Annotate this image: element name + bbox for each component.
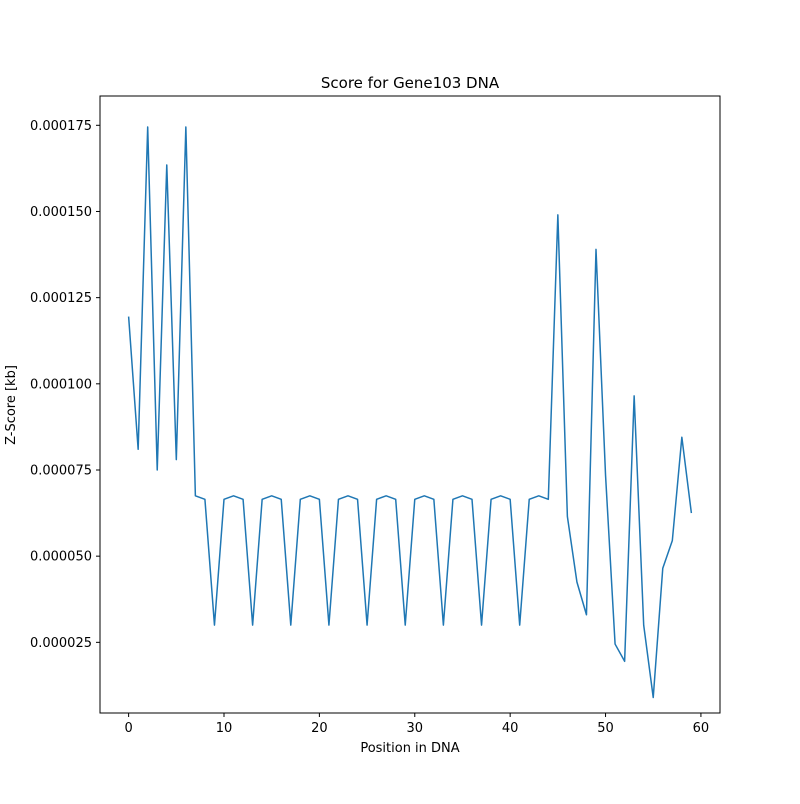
x-axis-ticks: 0 10 20 30 40 50 60	[124, 713, 709, 736]
x-tick-label: 0	[124, 721, 132, 736]
y-axis-ticks: 0.000025 0.000050 0.000075 0.000100 0.000125…	[30, 119, 100, 651]
x-tick-label: 50	[597, 721, 614, 736]
y-tick-label: 0.000125	[30, 291, 92, 306]
y-tick-label: 0.000050	[30, 550, 92, 565]
series-line-0	[127, 126, 693, 699]
x-tick-label: 60	[693, 721, 710, 736]
x-tick-label: 10	[216, 721, 233, 736]
y-axis-label: Z-Score [kb]	[4, 365, 19, 445]
y-tick-label: 0.000150	[30, 205, 92, 220]
chart-title: Score for Gene103 DNA	[321, 74, 500, 92]
y-tick-label: 0.000175	[30, 119, 92, 134]
x-tick-label: 20	[311, 721, 328, 736]
axes-frame	[99, 95, 721, 714]
x-axis-label: Position in DNA	[360, 741, 459, 756]
y-tick-label: 0.000025	[30, 636, 92, 651]
x-tick-label: 40	[502, 721, 519, 736]
y-tick-label: 0.000075	[30, 463, 92, 478]
y-tick-label: 0.000100	[30, 377, 92, 392]
x-tick-label: 30	[406, 721, 423, 736]
plot-area	[127, 126, 693, 699]
